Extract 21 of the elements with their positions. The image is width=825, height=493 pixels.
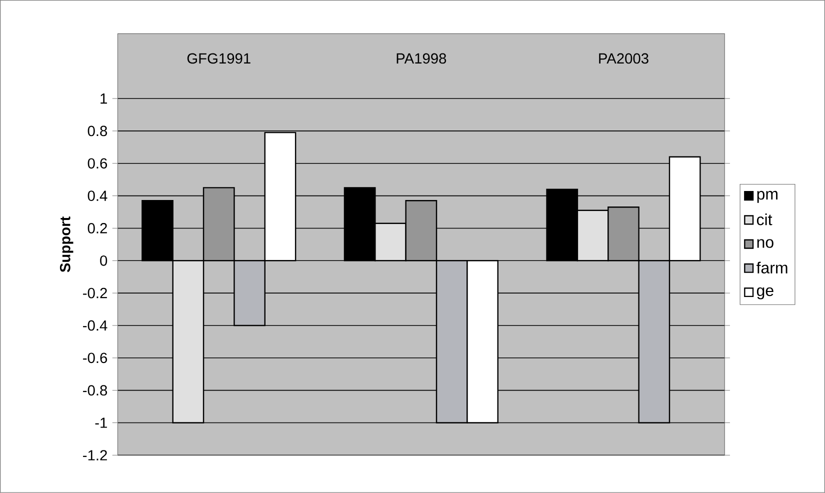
- legend-label: cit: [756, 214, 772, 226]
- legend-label: farm: [756, 262, 788, 274]
- y-tick-label: -1.2: [83, 450, 107, 460]
- y-axis-title: Support: [60, 216, 74, 272]
- y-tick-label: 0.8: [88, 126, 108, 136]
- y-tick-label: 0.6: [88, 158, 108, 169]
- y-tick-label: -0.8: [83, 385, 108, 396]
- y-tick-label: -1: [95, 418, 107, 428]
- legend-label: no: [757, 239, 774, 248]
- y-tick-label: -0.2: [83, 288, 107, 298]
- y-tick-label: 0: [100, 256, 108, 266]
- legend-label: ge: [756, 287, 774, 300]
- x-tick-label: GFG1991: [187, 53, 250, 64]
- y-tick-label: 0.2: [88, 223, 107, 234]
- y-tick-label: -0.6: [83, 352, 108, 364]
- legend-label: pm: [757, 190, 778, 203]
- x-tick-label: PA2003: [599, 53, 648, 64]
- y-tick-label: -0.4: [83, 320, 108, 331]
- y-tick-label: 1: [100, 94, 107, 104]
- x-tick-label: PA1998: [396, 53, 446, 64]
- y-tick-label: 0.4: [88, 190, 108, 202]
